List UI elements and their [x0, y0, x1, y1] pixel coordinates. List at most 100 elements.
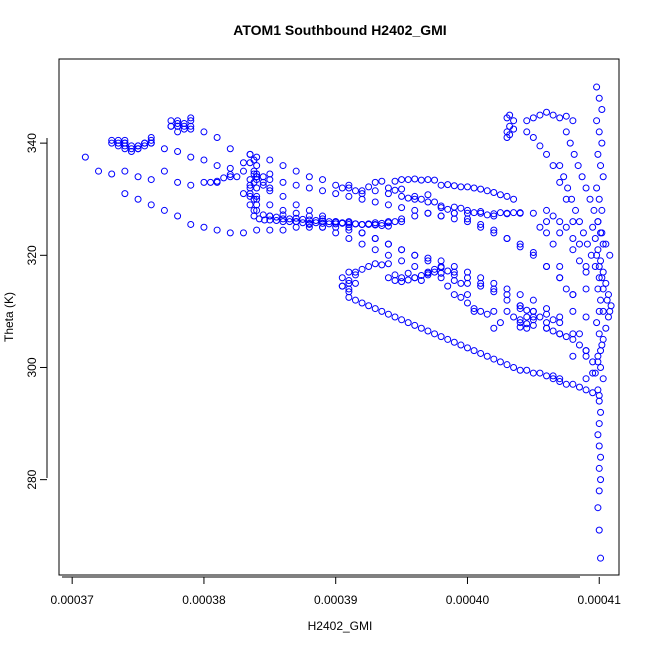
data-point [358, 299, 366, 307]
data-series [523, 128, 590, 271]
data-point [490, 229, 498, 237]
data-point [536, 313, 544, 321]
data-point [207, 178, 215, 186]
data-point [597, 347, 605, 355]
data-point [174, 148, 182, 156]
data-point [496, 191, 504, 199]
data-point [450, 203, 458, 211]
data-point [593, 319, 601, 327]
data-point [134, 145, 142, 153]
data-point [602, 279, 610, 287]
data-point [477, 274, 485, 282]
data-point [490, 285, 498, 293]
data-point [602, 324, 610, 332]
data-point [457, 341, 465, 349]
data-point [345, 277, 353, 285]
data-point [134, 142, 142, 150]
data-point [424, 191, 432, 199]
data-point [543, 372, 551, 380]
data-point [417, 324, 425, 332]
data-point [338, 282, 346, 290]
data-point [246, 190, 254, 198]
data-point [259, 173, 267, 181]
data-point [582, 352, 590, 360]
data-point [147, 136, 155, 144]
data-series [207, 171, 241, 186]
data-point [424, 257, 432, 265]
data-point [490, 324, 498, 332]
data-point [233, 173, 241, 181]
data-point [543, 108, 551, 116]
data-point [470, 307, 478, 315]
data-point [121, 139, 129, 147]
data-point [431, 176, 439, 184]
data-point [594, 246, 602, 254]
data-point [95, 167, 103, 175]
data-series [246, 150, 577, 299]
data-point [599, 268, 607, 276]
data-point [255, 215, 263, 223]
data-point [549, 372, 557, 380]
data-point [147, 176, 155, 184]
data-point [503, 285, 511, 293]
data-point [589, 369, 597, 377]
data-point [523, 320, 531, 328]
data-point [424, 254, 432, 262]
data-point [490, 355, 498, 363]
data-point [424, 198, 432, 206]
data-point [594, 386, 602, 394]
data-point [345, 181, 353, 189]
data-point [411, 274, 419, 282]
data-point [259, 181, 267, 189]
data-point [582, 313, 590, 321]
data-point [599, 335, 607, 343]
data-point [250, 212, 258, 220]
data-point [411, 321, 419, 329]
data-point [569, 330, 577, 338]
data-point [417, 176, 425, 184]
data-point [556, 274, 564, 282]
data-point [444, 335, 452, 343]
data-point [529, 307, 537, 315]
data-point [595, 94, 603, 102]
data-point [529, 209, 537, 217]
data-point [398, 176, 406, 184]
data-point [510, 125, 518, 133]
data-point [200, 223, 208, 231]
data-series [253, 206, 392, 230]
data-point [266, 176, 274, 184]
data-point [510, 117, 518, 125]
data-point [523, 313, 531, 321]
data-point [261, 216, 269, 224]
x-axis-label: H2402_GMI [308, 619, 373, 633]
data-point [108, 170, 116, 178]
data-point [575, 383, 583, 391]
data-point [556, 178, 564, 186]
data-point [444, 205, 452, 213]
data-point [575, 257, 583, 265]
data-point [384, 260, 392, 268]
data-point [562, 112, 570, 120]
data-point [220, 174, 228, 182]
data-point [450, 338, 458, 346]
data-point [404, 276, 412, 284]
data-point [378, 261, 386, 269]
data-point [250, 167, 258, 175]
data-point [365, 302, 373, 310]
data-point [595, 392, 603, 400]
data-point [463, 274, 471, 282]
data-point [279, 218, 287, 226]
data-point [437, 257, 445, 265]
data-point [246, 150, 254, 158]
data-point [338, 274, 346, 282]
data-series [516, 313, 537, 332]
data-point [589, 358, 597, 366]
data-point [543, 324, 551, 332]
data-point [384, 190, 392, 198]
data-point [490, 188, 498, 196]
data-point [384, 310, 392, 318]
data-point [424, 209, 432, 217]
data-point [562, 333, 570, 341]
data-point [384, 222, 392, 230]
data-point [187, 114, 195, 122]
